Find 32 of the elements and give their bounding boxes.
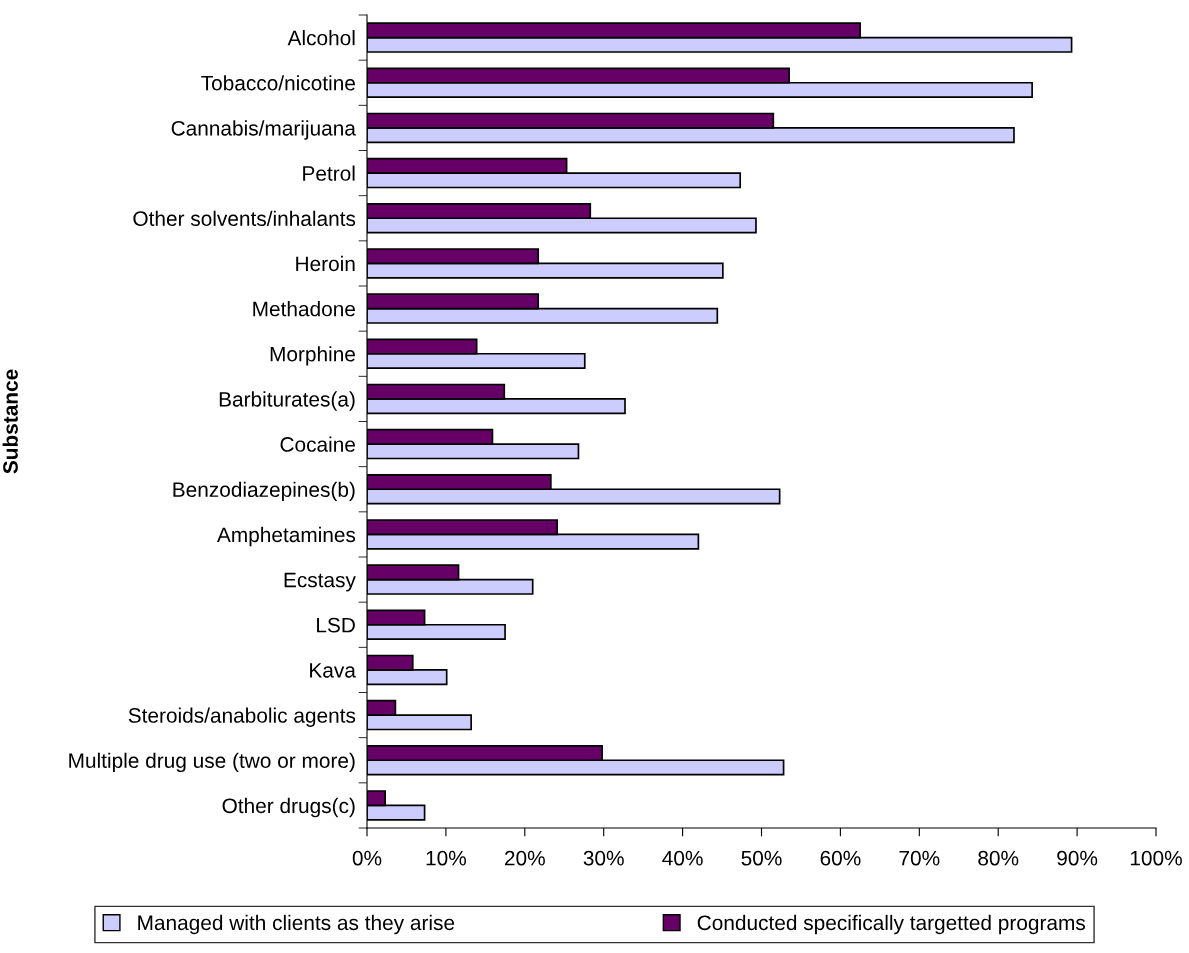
y-tick-label: LSD	[317, 617, 355, 633]
y-tick-label: Benzodiazepines(b)	[173, 481, 355, 502]
x-tick-label: 100%	[1130, 850, 1182, 866]
x-tick-label: 40%	[662, 850, 703, 866]
x-tick-label: 70%	[899, 850, 940, 866]
y-tick-label: Steroids/anabolic agents	[128, 707, 356, 727]
x-tick-label: 90%	[1057, 850, 1098, 866]
y-tick-label: Cannabis/marijuana	[171, 120, 356, 140]
y-tick-label: Ecstasy	[284, 572, 356, 592]
y-tick-label: Kava	[310, 663, 356, 678]
x-tick-label: 80%	[978, 850, 1019, 866]
y-tick-label: Morphine	[270, 346, 355, 366]
x-tick-label: 30%	[583, 850, 624, 866]
y-tick-label: Barbiturates(a)	[219, 391, 355, 411]
legend-label: Conducted specifically targetted programs	[697, 914, 1086, 935]
y-axis-title: Substance	[2, 369, 18, 474]
y-tick-label: Heroin	[296, 255, 355, 272]
y-tick-label: Alcohol	[287, 30, 355, 46]
x-tick-label: 60%	[820, 850, 861, 866]
legend-label: Managed with clients as they arise	[138, 914, 455, 935]
x-tick-label: 50%	[741, 850, 782, 866]
y-tick-label: Amphetamines	[216, 526, 356, 547]
x-tick-label: 0%	[352, 850, 382, 866]
y-tick-label: Tobacco/nicotine	[201, 75, 355, 91]
y-tick-label: Methadone	[253, 301, 355, 317]
x-tick-label: 10%	[426, 850, 467, 866]
y-tick-label: Petrol	[303, 165, 355, 181]
y-tick-label: Other solvents/inhalants	[133, 210, 356, 226]
y-tick-label: Other drugs(c)	[222, 797, 355, 818]
y-tick-label: Cocaine	[280, 436, 355, 452]
x-tick-label: 20%	[505, 850, 545, 866]
y-tick-label: Multiple drug use (two or more)	[69, 752, 355, 773]
